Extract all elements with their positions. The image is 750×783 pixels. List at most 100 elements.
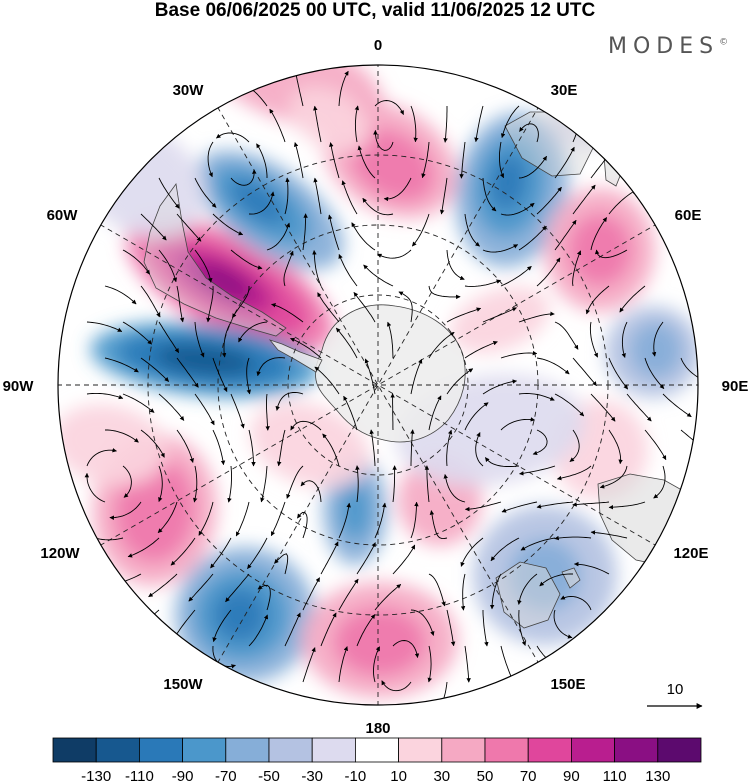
- streamline-181: [536, 186, 562, 215]
- streamline-10: [122, 321, 153, 345]
- streamline-218: [554, 535, 592, 541]
- lon-label-90e: 90E: [722, 378, 749, 395]
- streamline-13: [140, 429, 165, 458]
- streamline-54: [248, 429, 256, 467]
- anomaly-cell-30: [509, 539, 581, 611]
- anomaly-cell-25: [334, 608, 426, 676]
- streamline-166: [482, 244, 519, 253]
- streamline-188: [484, 457, 520, 467]
- streamline-31: [207, 141, 214, 178]
- streamline-115: [351, 222, 376, 251]
- streamline-224: [644, 357, 665, 390]
- streamline-130: [383, 177, 412, 202]
- streamline-172: [475, 432, 484, 467]
- streamline-60: [248, 614, 269, 647]
- streamline-132: [377, 249, 412, 259]
- streamline-134: [398, 291, 413, 323]
- streamline-125: [374, 584, 402, 611]
- streamline-3: [86, 392, 124, 400]
- colorbar-tick-labels: -130 -110 -90 -70 -50 -30 -10 10 30 50 70 90 110 130: [81, 768, 670, 783]
- streamline-2: [104, 357, 139, 373]
- streamline-71: [260, 465, 268, 503]
- colorbar-tick-5: -30: [301, 768, 323, 783]
- streamline-169: [500, 350, 538, 359]
- streamline-155: [446, 429, 453, 467]
- colorbar-box-11: [527, 737, 572, 763]
- colorbar-box-1: [95, 737, 140, 763]
- streamline-164: [482, 177, 497, 212]
- streamline-219: [573, 561, 610, 575]
- anomaly-cell-11: [349, 128, 435, 202]
- streamline-124: [392, 544, 416, 575]
- streamline-156: [443, 473, 466, 503]
- streamline-121: [369, 429, 376, 467]
- streamline-162: [474, 105, 484, 143]
- streamline-12: [122, 393, 155, 413]
- streamline-82: [312, 250, 322, 287]
- streamline-184: [518, 311, 555, 323]
- streamline-128: [410, 105, 418, 143]
- streamline-42: [170, 537, 196, 566]
- streamline-149: [446, 249, 465, 280]
- streamline-215: [608, 429, 623, 465]
- streamline-116: [363, 264, 394, 287]
- streamline-9: [140, 285, 161, 318]
- tasmania: [561, 567, 581, 589]
- streamline-76: [284, 612, 301, 647]
- streamline-26: [158, 465, 163, 503]
- streamline-138: [410, 429, 415, 466]
- streamline-24: [158, 393, 185, 421]
- colorbar-tick-0: -130: [81, 768, 111, 783]
- streamline-57: [210, 537, 232, 569]
- lon-label-180: 180: [365, 720, 390, 737]
- streamline-173: [464, 501, 502, 512]
- streamline-64: [284, 177, 290, 215]
- streamline-141: [428, 573, 446, 607]
- streamline-133: [428, 285, 461, 300]
- streamline-51: [221, 321, 232, 358]
- streamline-15: [109, 501, 142, 521]
- colorbar-box-4: [225, 737, 270, 763]
- colorbar-box-6: [311, 737, 356, 763]
- colorbar-tick-13: 130: [645, 768, 670, 783]
- streamline-88: [300, 480, 322, 503]
- streamline-39: [212, 429, 226, 466]
- colorbar-tick-1: -110: [125, 768, 154, 783]
- streamline-146: [459, 141, 466, 179]
- vector-reference: 10: [647, 681, 703, 709]
- streamline-137: [428, 395, 442, 431]
- streamline-14: [122, 465, 132, 498]
- streamline-101: [335, 327, 358, 359]
- streamline-176: [482, 610, 489, 647]
- streamline-52: [246, 357, 251, 395]
- colorbar-box-13: [614, 737, 659, 763]
- streamline-89: [297, 511, 308, 539]
- streamline-59: [212, 609, 232, 643]
- streamline-147: [439, 177, 448, 215]
- streamline-165: [500, 202, 535, 216]
- streamline-83: [271, 303, 304, 323]
- streamline-18: [158, 177, 180, 209]
- streamline-199: [554, 321, 579, 350]
- streamline-25: [176, 429, 194, 463]
- streamline-163: [499, 141, 505, 179]
- streamline-183: [536, 257, 561, 287]
- meridian-1: [212, 98, 544, 672]
- streamline-129: [421, 141, 430, 179]
- streamline-108: [338, 578, 359, 611]
- streamline-36: [194, 321, 205, 358]
- lon-label-150e: 150E: [550, 676, 585, 693]
- antarctic-peninsula: [268, 339, 323, 373]
- streamline-180: [518, 155, 547, 179]
- anomaly-cell-9: [230, 179, 286, 225]
- colorbar-box-10: [484, 737, 529, 763]
- streamline-53: [230, 393, 245, 429]
- streamline-49: [230, 249, 263, 270]
- streamline-35: [206, 285, 214, 323]
- streamline-177: [500, 645, 514, 681]
- colorbar-tick-11: 90: [563, 768, 580, 783]
- streamline-171: [500, 417, 536, 431]
- streamline-203: [519, 465, 556, 476]
- streamline-78: [313, 105, 322, 143]
